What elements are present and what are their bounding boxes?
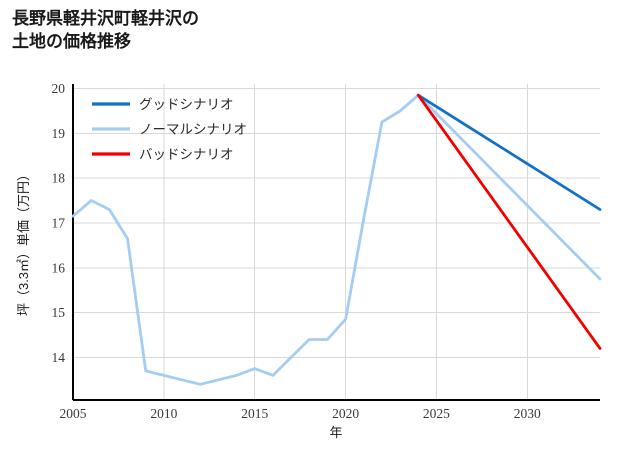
series-line-good [416,93,602,211]
series-line-bad [416,93,602,350]
x-axis-title: 年 [329,425,342,440]
x-tick-label: 2005 [60,406,87,421]
legend-label: グッドシナリオ [139,97,234,112]
legend-label: バッドシナリオ [139,147,234,162]
y-tick-label: 18 [52,171,66,186]
y-tick-label: 20 [52,81,66,96]
x-tick-label: 2010 [150,406,177,421]
axes-group [71,84,600,402]
x-tick-label: 2015 [241,406,268,421]
x-tick-label: 2030 [514,406,541,421]
x-tick-labels-group: 2005 2010 2015 2020 2025 2030 [60,406,542,421]
data-series-group [71,93,602,386]
series-line-normal [71,93,602,386]
y-tick-labels-group: 14 15 16 17 18 19 20 [52,81,66,365]
y-tick-label: 16 [52,260,66,275]
x-tick-label: 2020 [332,406,359,421]
y-tick-label: 15 [52,305,66,320]
y-tick-label: 17 [52,216,66,231]
y-tick-label: 14 [52,350,66,365]
gridlines-group [73,84,600,400]
y-tick-label: 19 [52,126,66,141]
chart-title: 長野県軽井沢町軽井沢の 土地の価格推移 [12,8,472,54]
x-tick-label: 2025 [423,406,450,421]
legend-label: ノーマルシナリオ [139,122,247,137]
y-axis-title: 坪（3.3㎡）単価（万円） [16,168,31,316]
chart-title-text: 長野県軽井沢町軽井沢の 土地の価格推移 [12,9,199,51]
